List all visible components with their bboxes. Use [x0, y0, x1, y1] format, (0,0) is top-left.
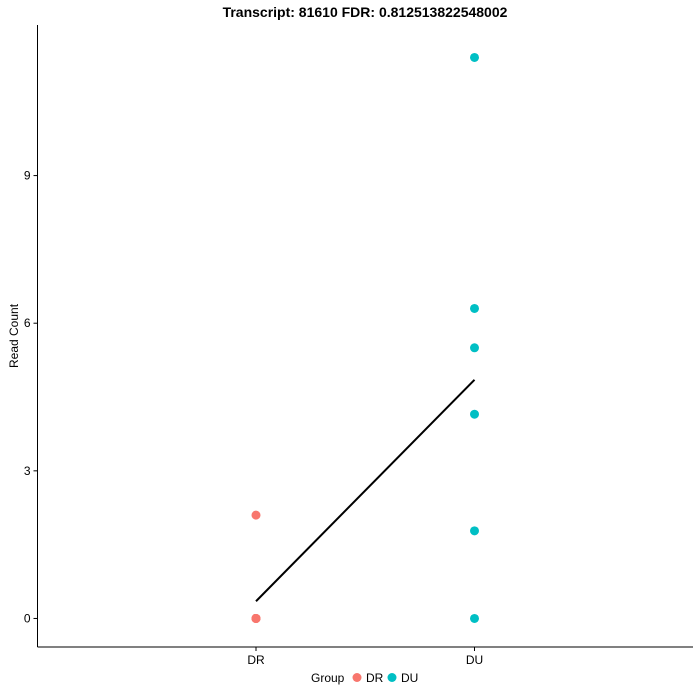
y-tick-label: 6 [24, 316, 31, 330]
legend-key-du [387, 673, 397, 682]
data-point-du [470, 409, 479, 419]
legend-title: Group [311, 671, 345, 685]
legend-label-dr: DR [366, 671, 384, 685]
data-point-du [470, 343, 479, 353]
y-axis-title: Read Count [7, 303, 21, 368]
trend-line [255, 379, 476, 602]
y-tick-label: 9 [24, 169, 31, 183]
data-points [251, 52, 479, 623]
legend-entries: DR DU [352, 671, 418, 685]
chart-title: Transcript: 81610 FDR: 0.812513822548002 [223, 4, 508, 20]
legend-label-du: DU [401, 671, 418, 685]
x-tick-label: DU [466, 653, 483, 667]
data-point-du [470, 613, 479, 623]
y-tick-label: 3 [24, 464, 31, 478]
y-axis-ticks: 0 3 6 9 [24, 169, 38, 625]
trend-line-group [255, 379, 476, 602]
data-point-du [470, 303, 479, 313]
data-point-dr [251, 510, 261, 520]
data-point-dr [251, 613, 261, 623]
legend: Group DR DU [311, 671, 418, 685]
legend-key-dr [352, 673, 362, 682]
data-point-du [470, 52, 479, 62]
data-point-du [470, 526, 479, 536]
x-tick-label: DR [247, 653, 265, 667]
y-tick-label: 0 [24, 611, 31, 625]
x-axis-ticks: DR DU [247, 647, 483, 667]
